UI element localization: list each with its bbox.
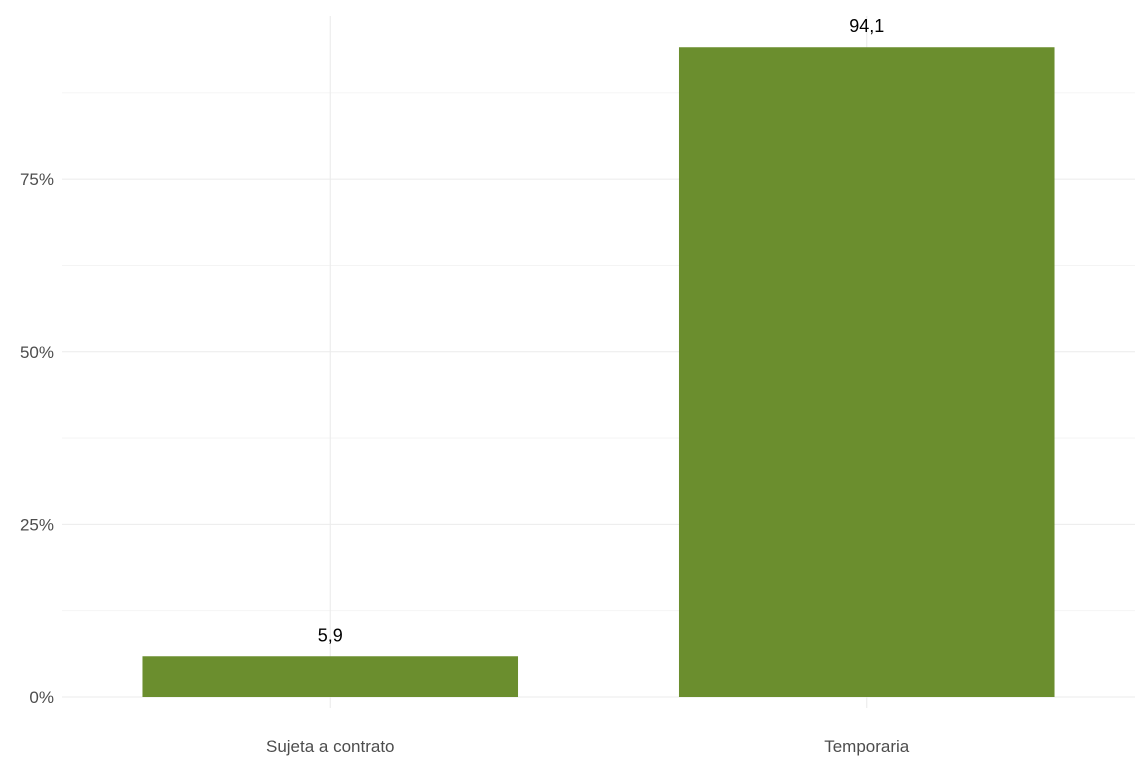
x-tick-label: Temporaria xyxy=(824,737,910,756)
bar xyxy=(678,47,1055,697)
y-tick-label: 25% xyxy=(20,515,54,534)
y-tick-label: 50% xyxy=(20,343,54,362)
x-axis: Sujeta a contrato Temporaria xyxy=(266,737,910,756)
x-tick-label: Sujeta a contrato xyxy=(266,737,395,756)
data-label: 94,1 xyxy=(849,16,884,36)
data-label: 5,9 xyxy=(318,625,343,645)
bars-layer xyxy=(142,47,1055,697)
y-tick-label: 75% xyxy=(20,170,54,189)
labels-layer: 5,9 94,1 xyxy=(318,16,885,645)
y-tick-label: 0% xyxy=(29,688,54,707)
bar xyxy=(142,656,519,697)
y-axis: 0% 25% 50% 75% xyxy=(20,170,54,707)
